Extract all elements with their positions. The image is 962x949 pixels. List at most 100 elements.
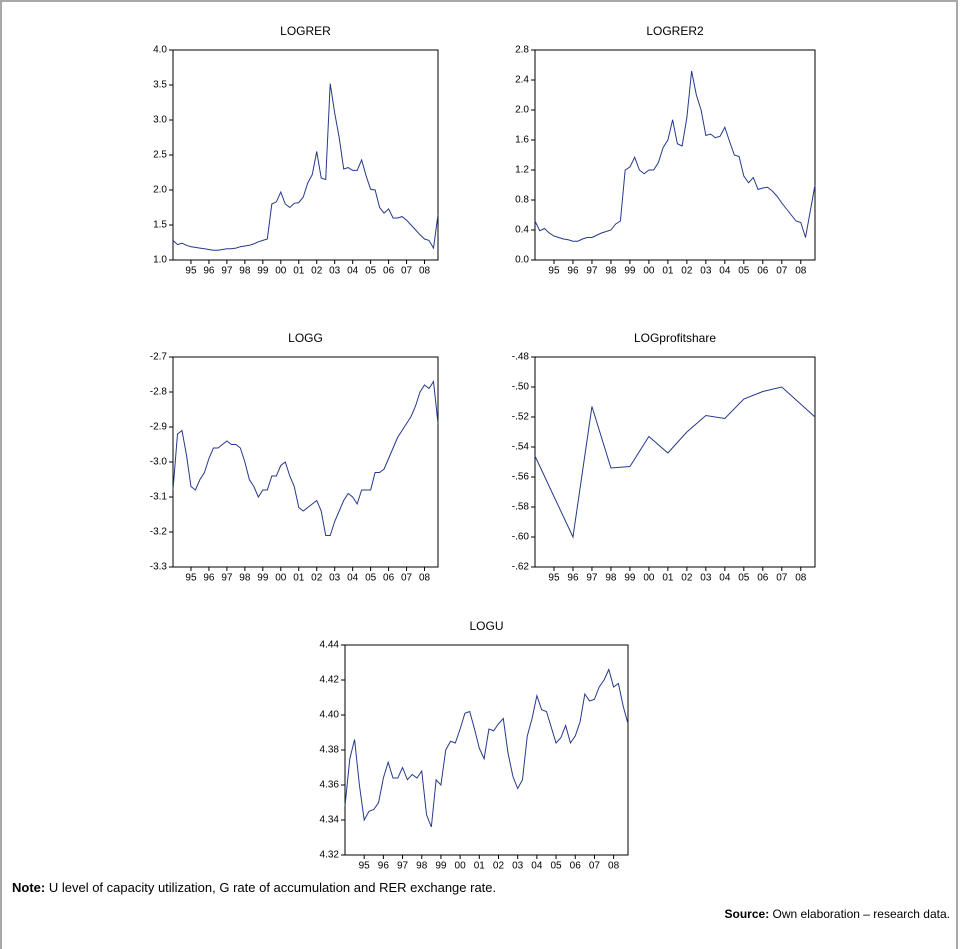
x-tick-label: 01 bbox=[662, 573, 674, 584]
x-tick-label: 97 bbox=[586, 266, 598, 277]
y-tick-label: -.56 bbox=[512, 472, 530, 483]
plot-frame bbox=[172, 356, 439, 568]
series-line bbox=[534, 70, 816, 242]
x-tick-label: 97 bbox=[586, 573, 598, 584]
y-tick-label: -.50 bbox=[512, 382, 530, 393]
y-tick-label: -3.2 bbox=[150, 527, 168, 538]
x-tick-label: 05 bbox=[365, 573, 377, 584]
plot-frame bbox=[534, 49, 816, 261]
y-tick-label: 4.36 bbox=[320, 780, 340, 791]
plot-frame bbox=[172, 49, 439, 261]
x-tick-label: 03 bbox=[512, 861, 524, 872]
x-tick-label: 05 bbox=[738, 573, 750, 584]
source: Source: Own elaboration – research data. bbox=[725, 907, 950, 921]
x-tick-label: 00 bbox=[643, 573, 655, 584]
plot-frame bbox=[534, 356, 816, 568]
y-tick-label: -3.0 bbox=[150, 457, 168, 468]
source-label: Source: bbox=[724, 907, 770, 921]
x-tick-label: 99 bbox=[435, 861, 447, 872]
x-tick-label: 08 bbox=[419, 573, 431, 584]
x-tick-label: 04 bbox=[719, 266, 731, 277]
x-tick-label: 96 bbox=[203, 266, 215, 277]
x-tick-label: 03 bbox=[329, 266, 341, 277]
y-tick-label: 1.0 bbox=[153, 255, 167, 266]
y-tick-label: -2.7 bbox=[150, 352, 168, 363]
y-tick-label: -2.9 bbox=[150, 422, 168, 433]
x-tick-label: 98 bbox=[416, 861, 428, 872]
x-tick-label: 08 bbox=[795, 573, 807, 584]
x-tick-label: 03 bbox=[700, 266, 712, 277]
note-text: U level of capacity utilization, G rate … bbox=[48, 880, 497, 895]
note: Note: U level of capacity utilization, G… bbox=[12, 880, 496, 895]
x-tick-label: 04 bbox=[347, 266, 359, 277]
y-tick-label: 1.6 bbox=[515, 135, 529, 146]
x-tick-label: 98 bbox=[605, 573, 617, 584]
x-tick-label: 96 bbox=[378, 861, 390, 872]
x-tick-label: 06 bbox=[383, 573, 395, 584]
x-tick-label: 04 bbox=[531, 861, 543, 872]
x-tick-label: 01 bbox=[474, 861, 486, 872]
x-tick-label: 95 bbox=[185, 266, 197, 277]
y-tick-label: 1.5 bbox=[153, 220, 167, 231]
x-tick-label: 00 bbox=[455, 861, 467, 872]
x-tick-label: 98 bbox=[239, 573, 251, 584]
x-tick-label: 07 bbox=[401, 266, 413, 277]
y-tick-label: -.60 bbox=[512, 532, 530, 543]
series-line bbox=[344, 668, 629, 828]
x-tick-label: 02 bbox=[311, 266, 323, 277]
y-tick-label: 4.40 bbox=[320, 710, 340, 721]
x-tick-label: 02 bbox=[681, 266, 693, 277]
chart-title: LOGU bbox=[469, 619, 503, 633]
y-tick-label: 0.0 bbox=[515, 255, 529, 266]
chart-grid: LOGRER 1.0 1.5 2.0 2.5 3.0 3.5 4.0 95 96 97 98 99 00 0… bbox=[150, 24, 816, 872]
x-tick-label: 06 bbox=[757, 573, 769, 584]
y-tick-label: 0.8 bbox=[515, 195, 529, 206]
x-tick-label: 99 bbox=[624, 573, 636, 584]
x-tick-label: 99 bbox=[257, 266, 269, 277]
x-tick-label: 03 bbox=[329, 573, 341, 584]
x-tick-label: 05 bbox=[365, 266, 377, 277]
x-tick-label: 07 bbox=[776, 573, 788, 584]
x-tick-label: 04 bbox=[347, 573, 359, 584]
chart-title: LOGRER2 bbox=[646, 24, 704, 38]
y-tick-label: -.62 bbox=[512, 562, 530, 573]
x-tick-label: 01 bbox=[293, 573, 305, 584]
chart-title: LOGprofitshare bbox=[634, 331, 716, 345]
y-tick-label: 2.4 bbox=[515, 75, 529, 86]
x-tick-label: 05 bbox=[550, 861, 562, 872]
note-label: Note: bbox=[12, 880, 46, 895]
x-tick-label: 01 bbox=[662, 266, 674, 277]
y-tick-label: -2.8 bbox=[150, 387, 168, 398]
x-tick-label: 97 bbox=[221, 573, 233, 584]
y-tick-label: 2.0 bbox=[153, 185, 167, 196]
y-tick-label: 4.32 bbox=[320, 850, 340, 861]
y-tick-label: 4.42 bbox=[320, 675, 340, 686]
source-text: Own elaboration – research data. bbox=[772, 907, 950, 921]
y-tick-label: 4.34 bbox=[320, 815, 340, 826]
x-tick-label: 03 bbox=[700, 573, 712, 584]
chart-title: LOGG bbox=[288, 331, 323, 345]
x-tick-label: 99 bbox=[257, 573, 269, 584]
x-tick-label: 95 bbox=[185, 573, 197, 584]
x-tick-label: 00 bbox=[275, 266, 287, 277]
x-tick-label: 07 bbox=[401, 573, 413, 584]
x-tick-label: 95 bbox=[548, 573, 560, 584]
series-line bbox=[172, 380, 439, 536]
y-tick-label: -3.1 bbox=[150, 492, 168, 503]
x-tick-label: 05 bbox=[738, 266, 750, 277]
x-tick-label: 00 bbox=[643, 266, 655, 277]
y-tick-label: 4.44 bbox=[320, 640, 340, 651]
x-tick-label: 97 bbox=[221, 266, 233, 277]
y-tick-label: 3.5 bbox=[153, 80, 167, 91]
y-tick-label: 3.0 bbox=[153, 115, 167, 126]
x-tick-label: 06 bbox=[757, 266, 769, 277]
x-tick-label: 02 bbox=[493, 861, 505, 872]
y-tick-label: -.48 bbox=[512, 352, 530, 363]
y-tick-label: 2.8 bbox=[515, 45, 529, 56]
x-tick-label: 06 bbox=[383, 266, 395, 277]
chart-title: LOGRER bbox=[280, 24, 331, 38]
x-tick-label: 98 bbox=[239, 266, 251, 277]
x-tick-label: 04 bbox=[719, 573, 731, 584]
x-tick-label: 08 bbox=[608, 861, 620, 872]
